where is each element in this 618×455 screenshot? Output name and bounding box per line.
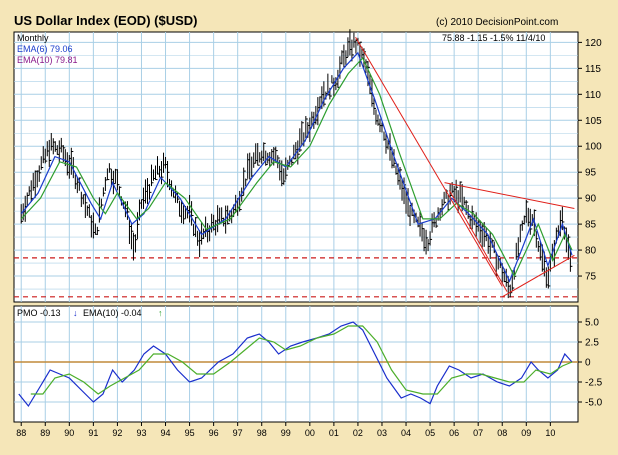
price-ytick-label: 80: [585, 246, 597, 257]
x-tick-label: 09: [521, 428, 531, 438]
price-series-ema-short: [20, 51, 573, 283]
pmo-line: [18, 321, 573, 408]
price-ytick-label: 120: [585, 38, 602, 49]
price-ytick-label: 105: [585, 116, 602, 127]
x-tick-label: 97: [233, 428, 243, 438]
pmo-ytick-label: -2.5: [585, 378, 603, 389]
x-tick-label: 93: [136, 428, 146, 438]
x-tick-label: 06: [449, 428, 459, 438]
downtrend-line-2: [448, 190, 508, 292]
support-lines: [14, 257, 578, 298]
x-tick-label: 98: [257, 428, 267, 438]
price-ytick-label: 115: [585, 64, 601, 75]
x-axis: 88 89 90 91 92 93 94 95 96 97 98 99 00 01 02 03 04 05 06 07…: [16, 422, 555, 438]
pmo-ytick-label: 2.5: [585, 338, 599, 349]
pmo-down-arrow-icon: ↓: [73, 308, 78, 318]
x-tick-label: 05: [425, 428, 435, 438]
pmo-signal-legend: EMA(10) -0.04: [83, 308, 142, 318]
quote-readout: 75.88 -1.15 -1.5% 11/4/10: [442, 33, 545, 43]
price-y-axis: 75 80 85 90 95 100 105 110 115 120: [578, 38, 602, 283]
x-tick-label: 01: [329, 428, 339, 438]
price-series-ema-long: [20, 56, 573, 278]
copyright: (c) 2010 DecisionPoint.com: [436, 17, 558, 28]
x-tick-label: 03: [377, 428, 387, 438]
x-tick-label: 00: [305, 428, 315, 438]
pmo-up-arrow-icon: ↑: [158, 308, 163, 318]
pmo-signal-line: [30, 325, 573, 395]
downtrend-line: [355, 36, 503, 287]
price-ytick-label: 110: [585, 90, 601, 101]
x-tick-label: 07: [473, 428, 483, 438]
x-tick-label: 92: [112, 428, 122, 438]
price-ytick-label: 100: [585, 142, 602, 153]
x-tick-label: 88: [16, 428, 26, 438]
pmo-legend: PMO -0.13: [17, 308, 61, 318]
period-label: Monthly: [17, 33, 49, 43]
x-tick-label: 02: [353, 428, 363, 438]
x-tick-label: 04: [401, 428, 411, 438]
x-tick-label: 96: [209, 428, 219, 438]
pmo-ytick-label: -5.0: [585, 398, 603, 409]
price-ytick-label: 75: [585, 272, 597, 283]
pmo-panel: [13, 305, 579, 423]
pmo-ytick-label: 0: [585, 358, 591, 369]
x-tick-label: 94: [161, 428, 171, 438]
pmo-y-axis: 5.0 2.5 0 -2.5 -5.0: [578, 318, 603, 409]
x-tick-label: 99: [281, 428, 291, 438]
x-tick-label: 95: [185, 428, 195, 438]
trend-lines: [355, 36, 575, 298]
ema-long-legend: EMA(10) 79.81: [17, 55, 78, 65]
price-ytick-label: 85: [585, 220, 597, 231]
upper-channel-line: [444, 182, 575, 210]
price-panel: [13, 31, 579, 303]
price-ytick-label: 90: [585, 194, 597, 205]
x-tick-label: 08: [497, 428, 507, 438]
price-ytick-label: 95: [585, 168, 597, 179]
x-tick-label: 90: [64, 428, 74, 438]
pmo-lines: [18, 321, 573, 408]
chart-title: US Dollar Index (EOD) ($USD): [14, 13, 197, 28]
ema-short-legend: EMA(6) 79.06: [17, 44, 73, 54]
x-tick-label: 10: [545, 428, 555, 438]
pmo-ytick-label: 5.0: [585, 318, 599, 329]
price-ema-lines: [20, 51, 573, 283]
x-tick-label: 89: [40, 428, 50, 438]
x-tick-label: 91: [88, 428, 98, 438]
lower-channel-line: [501, 254, 575, 298]
